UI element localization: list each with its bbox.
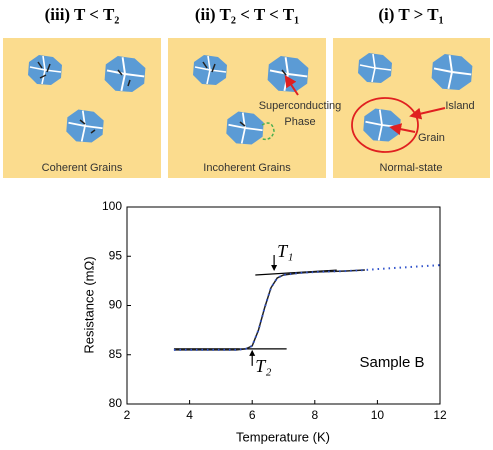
panel-title: (ii) T₂ < T < T₁ (195, 5, 299, 24)
x-tick-label: 8 (311, 408, 318, 422)
series-line (173, 264, 441, 351)
panel-bg (3, 38, 161, 178)
x-tick-label: 6 (249, 408, 256, 422)
series-line (173, 269, 365, 351)
annotation: Sample B (359, 354, 424, 371)
y-axis-label: Resistance (mΩ) (81, 256, 96, 353)
x-tick-label: 12 (433, 408, 447, 422)
x-tick-label: 4 (186, 408, 193, 422)
x-axis-label: Temperature (K) (236, 429, 330, 444)
grains (27, 54, 147, 144)
plot-frame (126, 206, 441, 405)
phase-label: Phase (284, 116, 315, 128)
phase-label: Superconducting (259, 100, 342, 112)
panel-caption: Normal-state (380, 162, 443, 174)
y-tick-label: 90 (109, 298, 123, 312)
y-tick-label: 100 (102, 199, 122, 213)
grains (351, 52, 474, 153)
panel-title: (i) T > T₁ (378, 5, 443, 24)
x-tick-label: 2 (124, 408, 131, 422)
marker-label: T₂ (255, 356, 271, 376)
marker-head (271, 264, 278, 271)
x-tick-label: 10 (371, 408, 385, 422)
y-tick-label: 80 (109, 396, 123, 410)
panel-caption: Coherent Grains (42, 162, 123, 174)
y-tick-label: 85 (109, 347, 123, 361)
marker-label: T₁ (277, 241, 293, 261)
island-label: Island (445, 100, 474, 112)
y-tick-label: 95 (109, 248, 123, 262)
grains (192, 54, 310, 146)
marker-head (249, 349, 256, 356)
panel-title: (iii) T < T₂ (45, 5, 120, 24)
grain-label: Grain (418, 132, 445, 144)
panel-caption: Incoherent Grains (203, 162, 291, 174)
